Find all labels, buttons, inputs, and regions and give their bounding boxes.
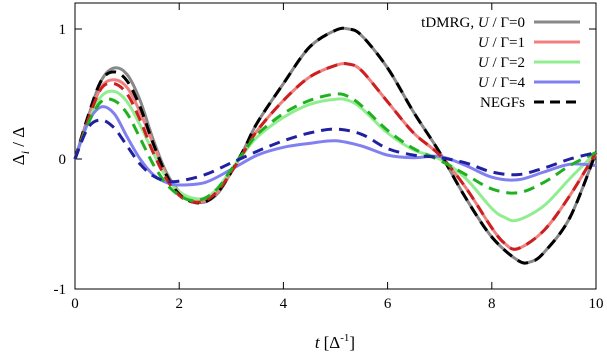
y-tick-label: -1 [54, 282, 67, 298]
legend-label-3: U / Γ=4 [478, 75, 526, 91]
x-tick-label: 6 [384, 296, 392, 312]
x-tick-label: 0 [71, 296, 79, 312]
series-line-3 [73, 105, 597, 187]
x-axis-label: t [Δ-1] [315, 332, 355, 352]
legend-label-4: NEGFs [480, 95, 525, 111]
x-axis-label-unit: [Δ [324, 333, 341, 352]
x-tick-label: 8 [488, 296, 496, 312]
legend-label-0: tDMRG, U / Γ=0 [421, 15, 525, 31]
y-axis-label-sub: i [18, 151, 32, 154]
legend-label-1: U / Γ=1 [478, 35, 525, 51]
series-line-4 [73, 26, 598, 265]
x-tick-label: 10 [589, 296, 604, 312]
y-axis-label: Δi / Δ [9, 127, 32, 166]
series-line-2 [73, 89, 598, 223]
series-line-6 [73, 92, 597, 203]
axis-ticks: 0 2 4 6 8 10-101 [54, 3, 604, 312]
x-tick-label: 2 [175, 296, 183, 312]
series-group [73, 26, 598, 265]
x-axis-label-close: ] [349, 333, 355, 352]
x-tick-label: 4 [280, 296, 288, 312]
x-axis-label-sup: -1 [340, 332, 349, 344]
legend-label-2: U / Γ=2 [478, 55, 525, 71]
y-tick-label: 0 [59, 152, 67, 168]
y-axis-label-rest: / Δ [9, 127, 28, 151]
plot-frame [74, 2, 597, 290]
y-axis-label-base: Δ [9, 154, 28, 165]
y-tick-label: 1 [59, 22, 67, 38]
x-axis-label-main: t [315, 333, 321, 352]
legend: tDMRG, U / Γ=0 U / Γ=1 U / Γ=2 U / Γ=4 NEGFs [421, 15, 580, 111]
series-line-5 [73, 62, 598, 251]
